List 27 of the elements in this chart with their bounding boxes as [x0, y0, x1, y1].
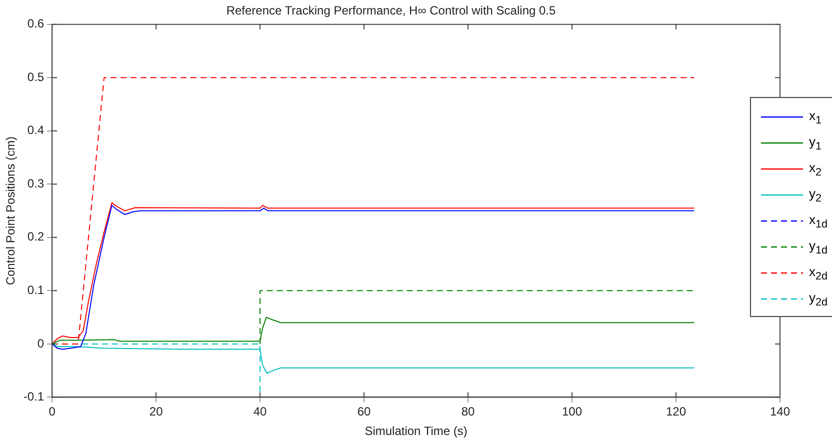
legend-label: y$_{1d}$ [809, 238, 828, 256]
y-tick-label: 0.6 [27, 16, 44, 31]
legend-label: y$_{2d}$ [809, 290, 828, 308]
x-tick-label: 0 [48, 404, 56, 419]
legend-label: x$_{1d}$ [809, 212, 828, 230]
x-tick-label: 100 [562, 404, 582, 419]
legend-label: y$_{2}$ [809, 186, 822, 204]
y-tick-label: 0.5 [27, 70, 44, 84]
legend-label: x$_{2}$ [809, 160, 822, 178]
y-tick-label: -0.1 [23, 390, 44, 404]
y-tick-label: 0.2 [27, 230, 44, 244]
x-tick-label: 80 [461, 404, 476, 419]
x-tick-label: 120 [666, 404, 686, 419]
y-tick-label: 0 [37, 336, 44, 350]
y-tick-label: 0.3 [27, 176, 44, 190]
x-axis-title: Simulation Time (s) [364, 424, 468, 438]
legend-label: x$_{1}$ [809, 108, 822, 126]
y-tick-label: 0.1 [27, 283, 44, 297]
chart-title: Reference Tracking Performance, H∞ Control with Scaling 0.5 [226, 4, 556, 18]
y-tick-label: 0.4 [27, 123, 44, 138]
y-axis-title: Control Point Positions (cm) [4, 136, 18, 286]
x-tick-label: 60 [357, 404, 372, 419]
x-tick-label: 40 [253, 404, 268, 419]
legend-label: x$_{2d}$ [809, 264, 828, 282]
legend-label: y$_{1}$ [809, 134, 822, 152]
x-tick-label: 140 [770, 404, 790, 419]
x-tick-label: 20 [149, 404, 164, 419]
